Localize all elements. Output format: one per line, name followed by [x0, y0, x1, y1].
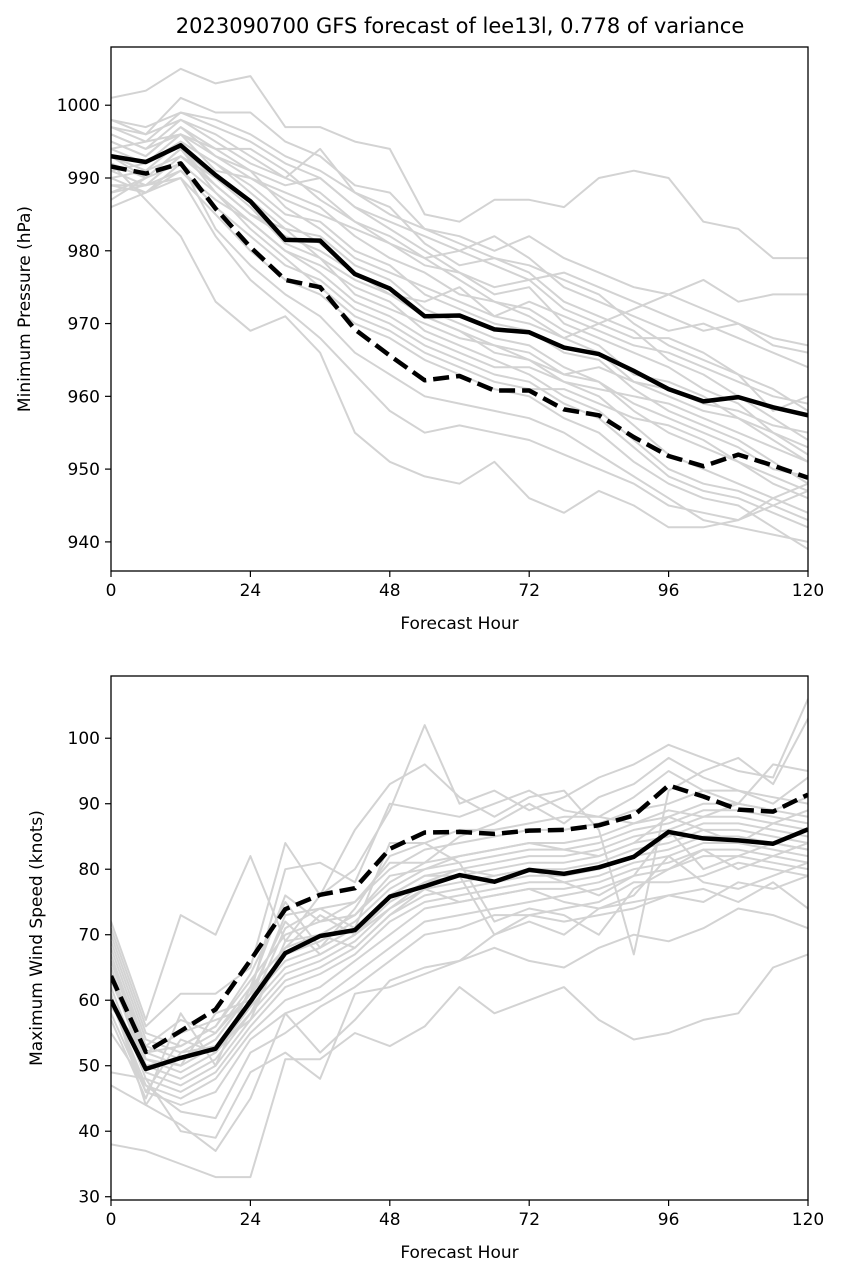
wind-axes-frame: [110, 675, 809, 1201]
wind-ytick-label: 80: [78, 860, 100, 880]
pressure-ensemble-member-24: [111, 111, 808, 412]
chart-title: 2023090700 GFS forecast of lee13l, 0.778…: [176, 14, 745, 38]
pressure-xtick-label: 0: [106, 581, 117, 601]
wind-xtick-label: 96: [658, 1210, 680, 1230]
pressure-ensemble-member-19: [111, 155, 808, 478]
wind-ensemble-member-5: [111, 855, 808, 1106]
pressure-ensemble-member-4: [111, 118, 808, 441]
pressure-ensemble-member-6: [111, 133, 808, 463]
pressure-xtick-label: 24: [240, 581, 262, 601]
pressure-xtick-label: 72: [518, 581, 540, 601]
pressure-xlabel: Forecast Hour: [400, 614, 518, 634]
wind-ensemble-member-7: [111, 842, 808, 1093]
pressure-ensemble-member-11: [111, 169, 808, 529]
pressure-ytick-label: 960: [68, 387, 100, 407]
pressure-ytick-label: 1000: [57, 96, 100, 116]
pressure-ensemble-member-2: [111, 96, 808, 354]
pressure-xtick-label: 120: [792, 581, 824, 601]
wind-ytick-label: 100: [68, 729, 100, 749]
pressure-xtick-label: 48: [379, 581, 401, 601]
wind-ensemble-member-14: [111, 789, 808, 1048]
pressure-ytick-label: 990: [68, 169, 100, 189]
wind-xtick-label: 120: [792, 1210, 824, 1230]
pressure-mean-solid-line: [111, 143, 808, 418]
wind-ytick-label: 60: [78, 991, 100, 1011]
wind-mean-solid-line: [111, 827, 808, 1072]
wind-ensemble-member-1: [111, 953, 808, 1179]
wind-ensemble-member-16: [111, 718, 808, 1028]
wind-ensemble-member-3: [111, 881, 808, 1139]
pressure-ensemble-member-22: [111, 133, 808, 405]
pressure-ensemble-member-10: [111, 162, 808, 522]
wind-xtick-label: 48: [379, 1210, 401, 1230]
wind-panel: 0 24 48 72 96 120 30 40 50 60 70 80 90 100 Forecast Ho…: [27, 675, 824, 1263]
pressure-ensemble-member-1: [111, 67, 808, 260]
wind-ensemble-member-22: [111, 855, 808, 1106]
wind-ytick-label: 30: [78, 1188, 100, 1208]
pressure-ytick-label: 970: [68, 315, 100, 335]
pressure-ensemble-member-13: [111, 162, 808, 543]
pressure-ensemble-member-14: [111, 177, 808, 522]
wind-ensemble-member-17: [111, 763, 808, 1048]
pressure-panel: 0 24 48 72 96 120 940 950 960 970 980 990 1000 Foreca…: [15, 46, 824, 634]
wind-xtick-label: 24: [240, 1210, 262, 1230]
wind-xtick-label: 72: [518, 1210, 540, 1230]
pressure-axes-frame: [110, 46, 809, 572]
wind-lines: [111, 698, 808, 1179]
wind-ytick-label: 40: [78, 1122, 100, 1142]
wind-ensemble-member-15: [111, 698, 808, 1021]
pressure-ensemble-member-20: [111, 147, 808, 492]
wind-xtick-label: 0: [106, 1210, 117, 1230]
pressure-ensemble-member-15: [111, 162, 808, 529]
pressure-ytick-label: 940: [68, 533, 100, 553]
wind-ylabel: Maximum Wind Speed (knots): [27, 810, 47, 1066]
wind-ytick-label: 50: [78, 1057, 100, 1077]
wind-ensemble-member-8: [111, 835, 808, 1087]
wind-ensemble-member-4: [111, 861, 808, 1120]
pressure-ensemble-member-23: [111, 169, 808, 463]
pressure-ensemble-member-7: [111, 140, 808, 485]
pressure-lines: [111, 67, 808, 551]
wind-ensemble-member-24: [111, 842, 808, 1054]
pressure-ensemble-member-18: [111, 140, 808, 456]
pressure-ylabel: Minimum Pressure (hPa): [15, 206, 35, 412]
pressure-ensemble-member-21: [111, 118, 808, 340]
pressure-ytick-label: 980: [68, 242, 100, 262]
wind-xlabel: Forecast Hour: [400, 1243, 518, 1263]
wind-mean-dashed-line: [111, 783, 808, 1055]
pressure-xtick-label: 96: [658, 581, 680, 601]
pressure-mean-dashed-line: [111, 161, 808, 480]
pressure-ytick-label: 950: [68, 460, 100, 480]
wind-ytick-label: 70: [78, 926, 100, 946]
wind-ytick-label: 90: [78, 795, 100, 815]
